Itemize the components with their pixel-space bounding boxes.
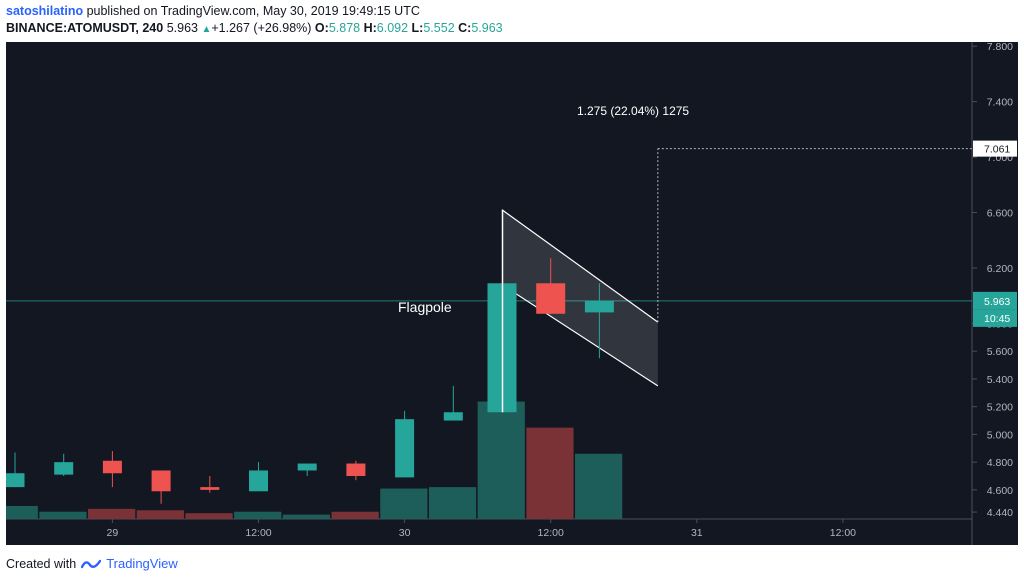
volume-bar <box>6 505 38 519</box>
candle-body <box>395 419 415 478</box>
flagpole-label: Flagpole <box>398 299 452 315</box>
volume-bar <box>88 508 136 519</box>
measure-label: 1.275 (22.04%) 1275 <box>577 104 689 118</box>
price-chart[interactable]: 7.8007.4007.0006.6006.2005.8005.6005.400… <box>6 42 1018 545</box>
volume-bar <box>380 488 428 519</box>
candle-body <box>6 473 25 488</box>
countdown-box <box>973 309 1017 327</box>
publish-text: published on TradingView.com, May 30, 20… <box>83 4 420 18</box>
candle-body <box>200 487 220 490</box>
volume-bar <box>39 511 87 519</box>
flag-channel-fill <box>502 209 658 386</box>
close-label: C: <box>458 21 472 35</box>
time-tick-label: 12:00 <box>830 527 856 539</box>
candle-body <box>346 463 366 477</box>
volume-bar <box>136 510 184 519</box>
candle-body <box>102 460 122 474</box>
price-tick-label: 5.200 <box>987 402 1013 414</box>
created-with-text: Created with <box>6 556 77 571</box>
open-label: O: <box>314 21 329 35</box>
last-price-label: 5.963 <box>984 296 1010 308</box>
target-price-label: 7.061 <box>984 144 1010 156</box>
candle-body <box>297 463 317 471</box>
symbol-info: BINANCE:ATOMUSDT, 240 5.963 ▲+1.267 (+26… <box>6 21 503 35</box>
volume-bar <box>428 487 477 519</box>
price-tick-label: 7.400 <box>987 97 1013 109</box>
close-value: 5.963 <box>471 21 503 35</box>
candle-body <box>536 283 566 314</box>
price-tick-label: 7.800 <box>987 42 1013 53</box>
symbol-name: BINANCE:ATOMUSDT, 240 <box>6 21 164 35</box>
low-label: L: <box>411 21 424 35</box>
up-arrow-icon: ▲ <box>201 24 212 35</box>
price-tick-label: 4.600 <box>987 485 1013 497</box>
candle-body <box>249 470 268 492</box>
volume-bar <box>526 427 574 519</box>
last-price-box <box>973 291 1017 310</box>
price-tick-label: 5.400 <box>987 374 1013 386</box>
price-tick-label: 4.800 <box>987 457 1013 469</box>
candle-body <box>151 470 171 492</box>
volume-bar <box>477 401 525 519</box>
last-price-text: 5.963 <box>166 21 198 35</box>
candle-body <box>584 300 614 313</box>
time-tick-label: 12:00 <box>245 527 271 539</box>
high-label: H: <box>363 21 377 35</box>
price-tick-label: 6.600 <box>987 208 1013 220</box>
price-tick-label: 6.200 <box>987 263 1013 275</box>
volume-bar <box>575 453 623 519</box>
countdown-label: 10:45 <box>984 313 1010 325</box>
price-tick-label: 5.600 <box>987 346 1013 358</box>
time-tick-label: 12:00 <box>538 527 564 539</box>
target-price-box <box>973 140 1017 157</box>
high-value: 6.092 <box>376 21 409 35</box>
candle-body <box>443 412 463 421</box>
time-tick-label: 30 <box>399 527 411 539</box>
publish-info: satoshilatino published on TradingView.c… <box>6 4 420 18</box>
price-tick-label: 5.000 <box>987 429 1013 441</box>
time-tick-label: 29 <box>107 527 119 539</box>
volume-bar <box>185 513 233 519</box>
open-value: 5.878 <box>328 21 361 35</box>
candle-body <box>54 462 74 475</box>
low-value: 5.552 <box>423 21 455 35</box>
flag-upper-line[interactable] <box>501 209 659 323</box>
price-tick-label: 4.440 <box>987 507 1013 519</box>
tradingview-logo-icon <box>81 559 102 568</box>
footer: Created with TradingView <box>6 556 178 571</box>
volume-bar <box>234 511 282 519</box>
price-change: +1.267 (+26.98%) <box>211 21 312 35</box>
time-tick-label: 31 <box>691 527 703 539</box>
author-link[interactable]: satoshilatino <box>6 4 84 18</box>
flag-lower-line[interactable] <box>501 284 659 387</box>
volume-bar <box>331 511 379 519</box>
tradingview-link[interactable]: TradingView <box>106 556 178 571</box>
volume-bar <box>282 514 331 519</box>
